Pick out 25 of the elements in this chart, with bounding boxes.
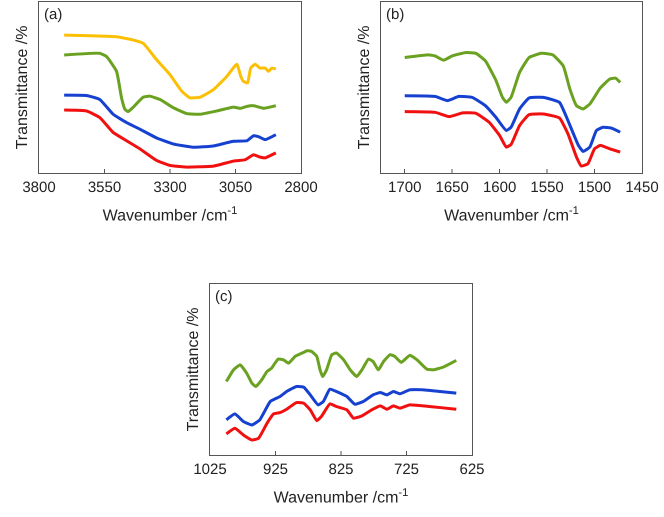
y-axis-title: Transmittance /% [356,26,373,150]
x-tick-label: 3300 [153,179,187,196]
x-tick-label: 1600 [482,179,516,196]
chart-title: (b) [386,6,404,23]
x-tick-label: 1650 [435,179,469,196]
x-tick-label: 1550 [530,179,564,196]
x-axis-title: Wavenumber /cm$^{-1}$ [444,204,579,225]
x-axis-title: Wavenumber /cm$^{-1}$ [102,204,238,225]
x-tick-label: 625 [459,461,485,478]
x-tick-label: 825 [328,461,354,478]
x-tick-label: 3050 [218,179,252,196]
y-axis-title: Transmittance /% [184,308,202,432]
x-tick-label: 2800 [284,179,318,196]
chart-title: (a) [44,6,62,23]
y-axis-title: Transmittance /% [14,26,31,150]
x-tick-label: 1500 [578,179,612,196]
x-tick-label: 1700 [388,179,422,196]
x-axis-title: Wavenumber /cm$^{-1}$ [274,486,408,507]
chart-title: (c) [215,288,232,305]
x-tick-label: 725 [394,461,420,478]
x-tick-label: 3800 [22,179,56,196]
x-tick-label: 3550 [88,179,122,196]
x-tick-label: 1025 [193,461,227,478]
x-tick-label: 1450 [625,179,659,196]
x-tick-label: 925 [262,461,288,478]
